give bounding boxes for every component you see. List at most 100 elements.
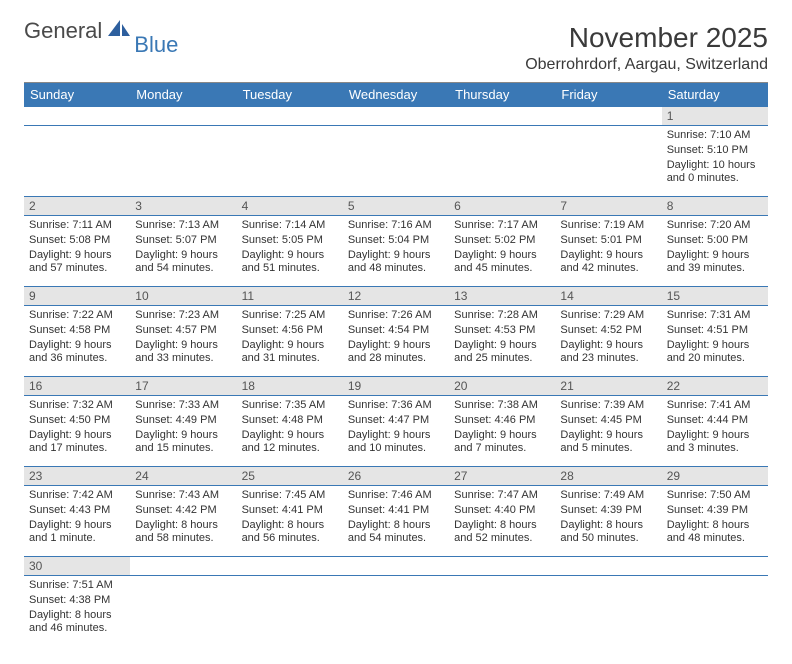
daylight-text: Daylight: 9 hours and 23 minutes.	[560, 339, 656, 367]
title-block: November 2025 Oberrohrdorf, Aargau, Swit…	[525, 18, 768, 74]
sunset-text: Sunset: 5:07 PM	[135, 234, 231, 248]
day-cell: Sunrise: 7:11 AMSunset: 5:08 PMDaylight:…	[24, 216, 130, 286]
sunrise-text: Sunrise: 7:14 AM	[242, 219, 338, 233]
week-row: Sunrise: 7:22 AMSunset: 4:58 PMDaylight:…	[24, 305, 768, 376]
day-number: 7	[555, 197, 661, 215]
sunrise-text: Sunrise: 7:50 AM	[667, 489, 763, 503]
sunrise-text: Sunrise: 7:35 AM	[242, 399, 338, 413]
day-cell: Sunrise: 7:45 AMSunset: 4:41 PMDaylight:…	[237, 486, 343, 556]
empty-cell	[662, 576, 768, 646]
sunset-text: Sunset: 4:52 PM	[560, 324, 656, 338]
day-number	[130, 107, 236, 125]
empty-cell	[24, 126, 130, 196]
empty-cell	[555, 126, 661, 196]
daylight-text: Daylight: 9 hours and 39 minutes.	[667, 249, 763, 277]
day-number	[555, 107, 661, 125]
day-cell: Sunrise: 7:20 AMSunset: 5:00 PMDaylight:…	[662, 216, 768, 286]
day-cell: Sunrise: 7:43 AMSunset: 4:42 PMDaylight:…	[130, 486, 236, 556]
sunrise-text: Sunrise: 7:39 AM	[560, 399, 656, 413]
week-row: Sunrise: 7:11 AMSunset: 5:08 PMDaylight:…	[24, 215, 768, 286]
week-row: Sunrise: 7:10 AMSunset: 5:10 PMDaylight:…	[24, 125, 768, 196]
day-number: 12	[343, 287, 449, 305]
day-number: 17	[130, 377, 236, 395]
sunrise-text: Sunrise: 7:13 AM	[135, 219, 231, 233]
sunrise-text: Sunrise: 7:28 AM	[454, 309, 550, 323]
empty-cell	[343, 576, 449, 646]
sunset-text: Sunset: 4:45 PM	[560, 414, 656, 428]
sunrise-text: Sunrise: 7:19 AM	[560, 219, 656, 233]
brand-logo: General Blue	[24, 18, 178, 44]
calendar: Sunday Monday Tuesday Wednesday Thursday…	[24, 82, 768, 646]
day-cell: Sunrise: 7:47 AMSunset: 4:40 PMDaylight:…	[449, 486, 555, 556]
day-number: 24	[130, 467, 236, 485]
sunset-text: Sunset: 4:48 PM	[242, 414, 338, 428]
day-number: 6	[449, 197, 555, 215]
day-header-row: Sunday Monday Tuesday Wednesday Thursday…	[24, 83, 768, 107]
daylight-text: Daylight: 9 hours and 33 minutes.	[135, 339, 231, 367]
daynum-row: 16171819202122	[24, 377, 768, 395]
daylight-text: Daylight: 9 hours and 7 minutes.	[454, 429, 550, 457]
daylight-text: Daylight: 9 hours and 45 minutes.	[454, 249, 550, 277]
empty-cell	[237, 126, 343, 196]
day-number	[343, 107, 449, 125]
day-header: Thursday	[449, 83, 555, 107]
day-cell: Sunrise: 7:31 AMSunset: 4:51 PMDaylight:…	[662, 306, 768, 376]
sail-icon	[106, 18, 132, 44]
sunset-text: Sunset: 4:41 PM	[348, 504, 444, 518]
sunrise-text: Sunrise: 7:38 AM	[454, 399, 550, 413]
day-cell: Sunrise: 7:13 AMSunset: 5:07 PMDaylight:…	[130, 216, 236, 286]
daylight-text: Daylight: 9 hours and 5 minutes.	[560, 429, 656, 457]
day-cell: Sunrise: 7:46 AMSunset: 4:41 PMDaylight:…	[343, 486, 449, 556]
daylight-text: Daylight: 9 hours and 42 minutes.	[560, 249, 656, 277]
daynum-row: 23242526272829	[24, 467, 768, 485]
day-number: 25	[237, 467, 343, 485]
sunset-text: Sunset: 5:02 PM	[454, 234, 550, 248]
empty-cell	[449, 576, 555, 646]
sunrise-text: Sunrise: 7:25 AM	[242, 309, 338, 323]
sunrise-text: Sunrise: 7:45 AM	[242, 489, 338, 503]
day-number	[449, 557, 555, 575]
sunset-text: Sunset: 4:50 PM	[29, 414, 125, 428]
day-number: 11	[237, 287, 343, 305]
daylight-text: Daylight: 9 hours and 25 minutes.	[454, 339, 550, 367]
calendar-page: General Blue November 2025 Oberrohrdorf,…	[0, 0, 792, 664]
day-cell: Sunrise: 7:38 AMSunset: 4:46 PMDaylight:…	[449, 396, 555, 466]
day-number: 1	[662, 107, 768, 125]
day-number	[662, 557, 768, 575]
week-row: Sunrise: 7:32 AMSunset: 4:50 PMDaylight:…	[24, 395, 768, 466]
sunset-text: Sunset: 4:47 PM	[348, 414, 444, 428]
sunset-text: Sunset: 4:44 PM	[667, 414, 763, 428]
daylight-text: Daylight: 9 hours and 51 minutes.	[242, 249, 338, 277]
sunset-text: Sunset: 5:05 PM	[242, 234, 338, 248]
sunset-text: Sunset: 4:51 PM	[667, 324, 763, 338]
sunset-text: Sunset: 4:42 PM	[135, 504, 231, 518]
day-cell: Sunrise: 7:10 AMSunset: 5:10 PMDaylight:…	[662, 126, 768, 196]
day-number: 5	[343, 197, 449, 215]
brand-first: General	[24, 18, 102, 44]
day-number: 13	[449, 287, 555, 305]
day-header: Saturday	[662, 83, 768, 107]
daylight-text: Daylight: 9 hours and 20 minutes.	[667, 339, 763, 367]
day-cell: Sunrise: 7:32 AMSunset: 4:50 PMDaylight:…	[24, 396, 130, 466]
sunset-text: Sunset: 4:39 PM	[667, 504, 763, 518]
day-number: 26	[343, 467, 449, 485]
day-number: 20	[449, 377, 555, 395]
day-number: 9	[24, 287, 130, 305]
day-number	[237, 107, 343, 125]
day-number: 15	[662, 287, 768, 305]
daylight-text: Daylight: 8 hours and 50 minutes.	[560, 519, 656, 547]
daylight-text: Daylight: 8 hours and 48 minutes.	[667, 519, 763, 547]
daylight-text: Daylight: 8 hours and 54 minutes.	[348, 519, 444, 547]
day-header: Friday	[555, 83, 661, 107]
sunrise-text: Sunrise: 7:47 AM	[454, 489, 550, 503]
sunrise-text: Sunrise: 7:49 AM	[560, 489, 656, 503]
daynum-row: 2345678	[24, 197, 768, 215]
day-cell: Sunrise: 7:23 AMSunset: 4:57 PMDaylight:…	[130, 306, 236, 376]
day-number: 27	[449, 467, 555, 485]
sunset-text: Sunset: 5:08 PM	[29, 234, 125, 248]
sunrise-text: Sunrise: 7:36 AM	[348, 399, 444, 413]
day-number: 21	[555, 377, 661, 395]
day-number: 14	[555, 287, 661, 305]
sunset-text: Sunset: 4:49 PM	[135, 414, 231, 428]
daylight-text: Daylight: 9 hours and 48 minutes.	[348, 249, 444, 277]
